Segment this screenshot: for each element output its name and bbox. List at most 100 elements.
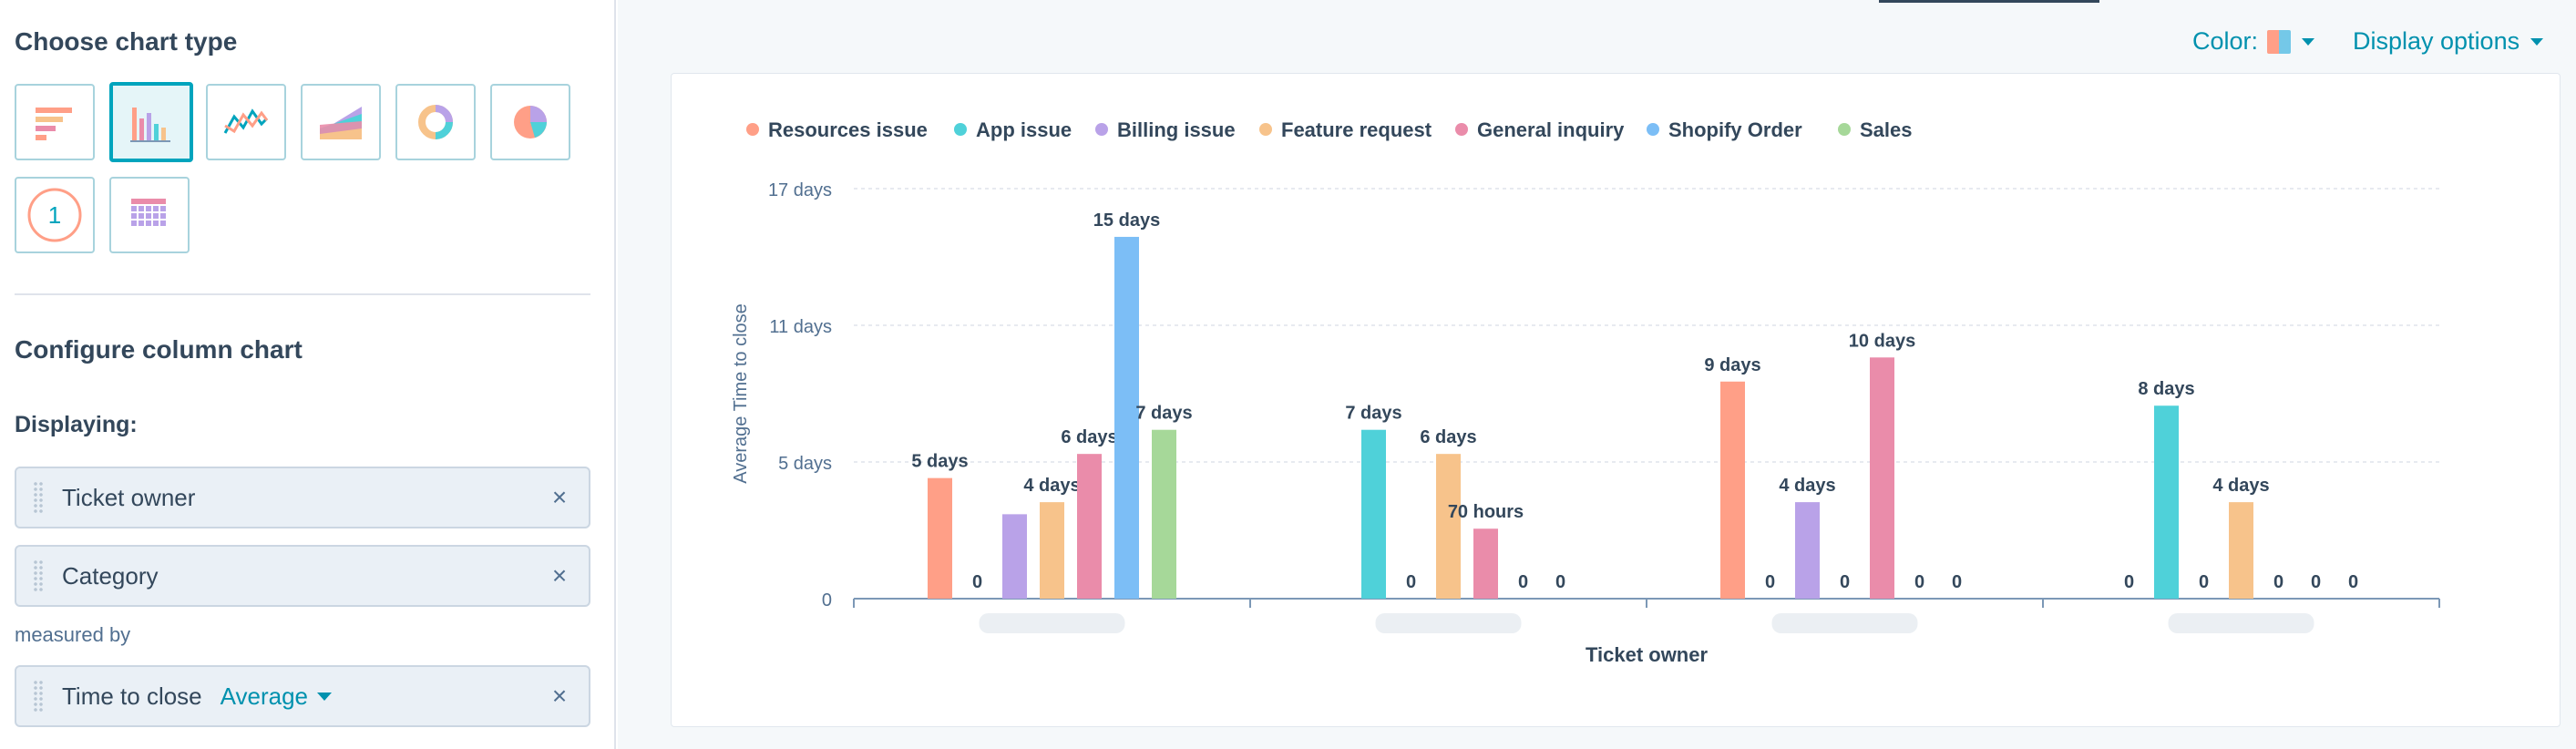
dimension-pill-category[interactable]: Category × [15, 545, 590, 607]
drag-handle-icon[interactable] [33, 680, 44, 713]
chart-type-column-button[interactable] [109, 82, 193, 162]
bar-0-3 [1040, 502, 1064, 599]
area-chart-icon [320, 107, 362, 139]
data-label: 7 days [1345, 404, 1401, 424]
bar-1-1 [1361, 429, 1386, 599]
summary-number-label: 1 [48, 201, 61, 229]
column-chart-icon [130, 108, 170, 142]
bar-0-0 [928, 477, 952, 599]
bar-3-1 [2154, 405, 2179, 599]
data-label: 15 days [1093, 210, 1160, 231]
data-label: 0 [2273, 572, 2284, 592]
x-axis-title: Ticket owner [1586, 643, 1709, 666]
data-label: 10 days [1849, 331, 1915, 351]
y-axis-title: Average Time to close [731, 303, 751, 484]
chart-type-horizontal-bar-button[interactable] [15, 84, 95, 160]
data-label: 0 [1840, 572, 1850, 592]
aggregation-dropdown[interactable]: Average [220, 682, 333, 711]
color-picker-dropdown[interactable]: Color: [2192, 27, 2315, 56]
bar-3-3 [2229, 502, 2253, 599]
caret-down-icon [2302, 37, 2315, 46]
legend-label: General inquiry [1477, 118, 1625, 141]
data-label: 0 [2348, 572, 2358, 592]
bar-1-3 [1436, 454, 1461, 599]
section-divider [15, 293, 590, 295]
remove-dimension-icon[interactable]: × [551, 561, 568, 590]
column-chart: Resources issue App issue Billing issue Fea… [731, 118, 2440, 666]
dimension-label: Category [62, 561, 159, 590]
configure-chart-title: Configure column chart [15, 335, 303, 364]
chart-type-area-button[interactable] [301, 84, 381, 160]
data-label: 6 days [1061, 427, 1117, 447]
chart-config-panel: Choose chart type [0, 0, 616, 749]
table-grid-icon [131, 199, 166, 226]
data-label: 0 [2199, 572, 2209, 592]
legend-label: Billing issue [1117, 118, 1236, 141]
redacted-category-label [979, 613, 1125, 633]
bar-2-4 [1870, 357, 1894, 599]
data-label: 7 days [1135, 404, 1192, 424]
data-label: 0 [2311, 572, 2321, 592]
data-label: 0 [1952, 572, 1962, 592]
chart-type-summary-button[interactable]: 1 [15, 177, 95, 253]
redacted-category-label [2168, 613, 2314, 633]
data-label: 0 [1518, 572, 1528, 592]
choose-chart-type-title: Choose chart type [15, 27, 238, 56]
measured-by-label: measured by [15, 623, 131, 646]
data-label: 6 days [1420, 427, 1476, 447]
active-tab-indicator [1879, 0, 2099, 3]
measure-pill-time-to-close[interactable]: Time to close Average × [15, 665, 590, 727]
y-tick-label: 0 [822, 590, 832, 610]
dimension-pill-ticket-owner[interactable]: Ticket owner × [15, 467, 590, 528]
aggregation-label: Average [220, 682, 309, 710]
donut-chart-icon [418, 105, 453, 139]
legend-marker-4 [1455, 123, 1468, 136]
y-tick-label: 5 days [778, 454, 832, 474]
remove-dimension-icon[interactable]: × [551, 483, 568, 511]
legend-label: Feature request [1281, 118, 1432, 141]
data-label: 0 [1914, 572, 1924, 592]
data-label: 5 days [911, 452, 968, 472]
remove-measure-icon[interactable]: × [551, 682, 568, 710]
data-label: 70 hours [1448, 502, 1524, 522]
display-options-dropdown[interactable]: Display options [2353, 27, 2544, 56]
data-label: 0 [1406, 572, 1416, 592]
legend-marker-0 [746, 123, 759, 136]
legend-label: Sales [1860, 118, 1913, 141]
legend-marker-5 [1647, 123, 1659, 136]
data-label: 4 days [1779, 476, 1835, 496]
pie-chart-icon [514, 106, 547, 139]
chart-type-pie-button[interactable] [490, 84, 570, 160]
display-options-label: Display options [2353, 27, 2520, 55]
chart-type-table-button[interactable] [109, 177, 190, 253]
line-chart-icon [223, 108, 269, 134]
chart-type-donut-button[interactable] [395, 84, 476, 160]
legend-label: Shopify Order [1668, 118, 1802, 141]
legend-marker-1 [954, 123, 967, 136]
chart-type-line-button[interactable] [206, 84, 286, 160]
bar-1-4 [1473, 528, 1498, 599]
drag-handle-icon[interactable] [33, 481, 44, 514]
y-tick-label: 11 days [769, 317, 832, 337]
legend-marker-3 [1259, 123, 1272, 136]
y-tick-label: 17 days [768, 180, 832, 200]
legend-label: App issue [976, 118, 1072, 141]
caret-down-icon [2530, 37, 2544, 46]
color-label: Color: [2192, 27, 2259, 55]
bar-2-2 [1795, 502, 1820, 599]
summary-number-icon: 1 [27, 188, 82, 242]
data-label: 0 [2124, 572, 2134, 592]
bar-2-0 [1720, 381, 1745, 599]
data-label: 4 days [2212, 476, 2269, 496]
redacted-category-label [1375, 613, 1522, 633]
bar-0-4 [1077, 454, 1102, 599]
caret-down-icon [317, 692, 333, 701]
measure-label: Time to close [62, 682, 202, 710]
legend-label: Resources issue [768, 118, 928, 141]
legend-marker-2 [1095, 123, 1108, 136]
drag-handle-icon[interactable] [33, 559, 44, 592]
displaying-label: Displaying: [15, 412, 138, 437]
dimension-label: Ticket owner [62, 483, 196, 511]
bar-0-2 [1002, 514, 1027, 599]
bar-0-5 [1114, 236, 1139, 599]
